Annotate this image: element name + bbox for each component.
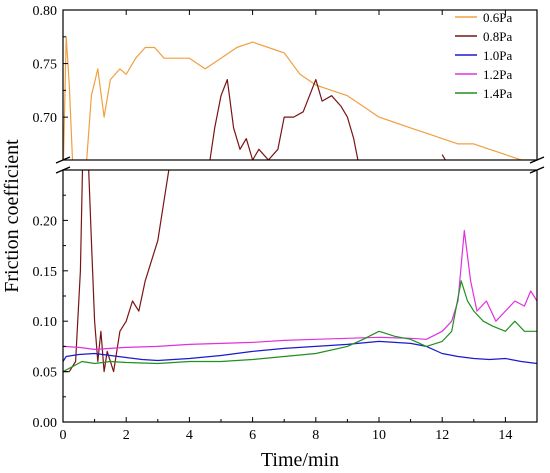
axis-break-marks bbox=[55, 156, 545, 174]
y-tick-label-lower: 0.10 bbox=[33, 315, 58, 330]
break-slash-upper bbox=[55, 156, 71, 164]
series-line-0-8pa-seg-0 bbox=[63, 170, 170, 373]
break-slash-upper bbox=[529, 156, 545, 164]
y-tick-label-lower: 0.00 bbox=[33, 416, 58, 431]
break-slash-lower bbox=[55, 166, 71, 174]
x-tick-label: 0 bbox=[60, 428, 67, 443]
x-tick-label: 6 bbox=[249, 428, 256, 443]
series-line-1-4pa-seg-0 bbox=[63, 280, 537, 373]
series-line-0-8pa-seg-1 bbox=[209, 79, 359, 160]
break-gap bbox=[56, 161, 70, 169]
break-gap bbox=[530, 161, 544, 169]
y-tick-label-upper: 0.75 bbox=[33, 58, 58, 73]
y-tick-label-lower: 0.15 bbox=[33, 265, 58, 280]
legend-label: 0.8Pa bbox=[483, 29, 512, 44]
series-line-0-8pa-seg-2 bbox=[441, 154, 446, 160]
series-line-0-6pa-seg-0 bbox=[63, 36, 537, 160]
x-tick-label: 2 bbox=[123, 428, 130, 443]
y-tick-label-upper: 0.80 bbox=[33, 4, 58, 19]
series-line-1-0pa-seg-0 bbox=[63, 340, 537, 365]
x-tick-label: 8 bbox=[312, 428, 319, 443]
plot-frame bbox=[62, 9, 538, 423]
legend-label: 1.0Pa bbox=[483, 48, 512, 63]
upper-panel-frame bbox=[62, 9, 538, 161]
legend-label: 0.6Pa bbox=[483, 10, 512, 25]
legend: 0.6Pa 0.8Pa 1.0Pa 1.2Pa 1.4Pa bbox=[455, 10, 512, 101]
y-axis-title: Friction coefficient bbox=[1, 139, 23, 293]
legend-label: 1.2Pa bbox=[483, 67, 512, 82]
x-tick-label: 14 bbox=[498, 428, 512, 443]
x-tick-label: 12 bbox=[435, 428, 449, 443]
x-tick-label: 10 bbox=[372, 428, 386, 443]
axis-ticks: 0 2 4 6 8 10 12 14 0.00 0.05 0.10 0.15 0.20 0.70 0.75 0… bbox=[33, 4, 513, 443]
series-layer bbox=[63, 36, 537, 373]
y-tick-label-lower: 0.20 bbox=[33, 214, 58, 229]
break-slash-lower bbox=[529, 166, 545, 174]
y-tick-label-upper: 0.70 bbox=[33, 111, 58, 126]
legend-label: 1.4Pa bbox=[483, 86, 512, 101]
series-line-1-2pa-seg-0 bbox=[63, 229, 537, 350]
y-tick-label-lower: 0.05 bbox=[33, 366, 58, 381]
x-tick-label: 4 bbox=[186, 428, 193, 443]
x-axis-title: Time/min bbox=[261, 449, 339, 471]
